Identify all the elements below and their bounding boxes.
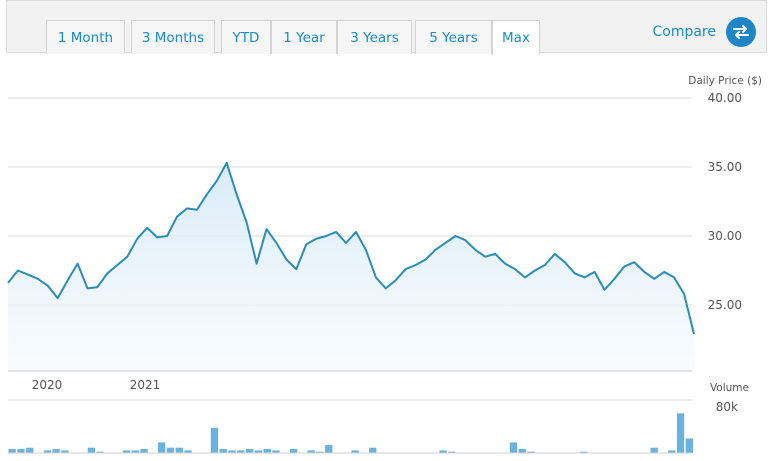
tab-1-year[interactable]: 1 Year [271, 20, 337, 54]
price-area-fill [8, 162, 694, 371]
volume-bar [175, 447, 183, 453]
volume-bar [316, 451, 324, 453]
volume-bar [676, 413, 685, 454]
tab-max[interactable]: Max [492, 20, 540, 55]
volume-bar [140, 449, 148, 453]
tab-3-years[interactable]: 3 Years [337, 20, 412, 54]
volume-bar [272, 450, 280, 454]
volume-bar [166, 447, 175, 453]
volume-bar [580, 451, 588, 453]
volume-bar [96, 451, 104, 453]
x-axis-labels: 2020 2021 [32, 378, 161, 392]
compare-label: Compare [652, 24, 716, 40]
volume-bar [52, 449, 60, 453]
price-tick-label: 40.00 [708, 91, 742, 105]
volume-bar [26, 447, 34, 453]
x-axis-label-2020: 2020 [32, 378, 63, 392]
volume-bar [527, 451, 535, 453]
x-axis-label-2021: 2021 [130, 378, 161, 392]
volume-bar [237, 450, 245, 454]
range-tab-bar: 1 Month 3 Months YTD 1 Year 3 Years 5 Ye… [6, 0, 767, 55]
volume-bar [87, 447, 95, 453]
volume-bar [685, 438, 693, 453]
price-line [7, 161, 695, 335]
price-tick-label: 35.00 [708, 160, 742, 174]
volume-bar [17, 449, 25, 453]
volume-bar [43, 450, 51, 454]
price-volume-chart: Daily Price ($) 40.00 35.00 30.00 25.00 202… [7, 75, 762, 454]
volume-bar [325, 445, 333, 453]
tab-1-month[interactable]: 1 Month [46, 20, 125, 54]
volume-bar [131, 450, 139, 454]
price-tick-label: 25.00 [708, 298, 742, 312]
volume-bar [61, 450, 69, 454]
swap-arrows-icon [726, 17, 756, 47]
volume-bar [8, 449, 16, 453]
volume-bar [650, 447, 658, 453]
volume-bar [668, 450, 676, 454]
volume-bar [219, 449, 227, 453]
price-axis-label: Daily Price ($) [688, 75, 762, 87]
volume-bar [184, 450, 192, 454]
volume-bar [518, 449, 526, 453]
compare-button[interactable]: Compare [652, 17, 756, 47]
volume-bar [246, 449, 254, 453]
tab-ytd[interactable]: YTD [221, 20, 271, 54]
volume-bar [439, 450, 447, 454]
price-tick-label: 30.00 [708, 229, 742, 243]
volume-bar [228, 450, 236, 454]
volume-bars [8, 413, 693, 454]
volume-bar [369, 447, 377, 453]
volume-bar [158, 442, 166, 453]
volume-bar [210, 427, 219, 453]
volume-tick-80k: 80k [716, 400, 738, 414]
price-tick-labels: 40.00 35.00 30.00 25.00 [708, 91, 742, 312]
volume-bar [351, 450, 359, 454]
tab-5-years[interactable]: 5 Years [415, 20, 492, 54]
volume-bar [448, 451, 456, 453]
volume-bar [254, 450, 263, 454]
volume-bar [289, 449, 298, 453]
volume-bar [509, 442, 518, 453]
volume-bar [122, 450, 131, 454]
tab-3-months[interactable]: 3 Months [131, 20, 215, 54]
volume-bar [263, 449, 271, 453]
volume-axis-label: Volume [710, 382, 749, 394]
volume-bar [307, 450, 315, 454]
